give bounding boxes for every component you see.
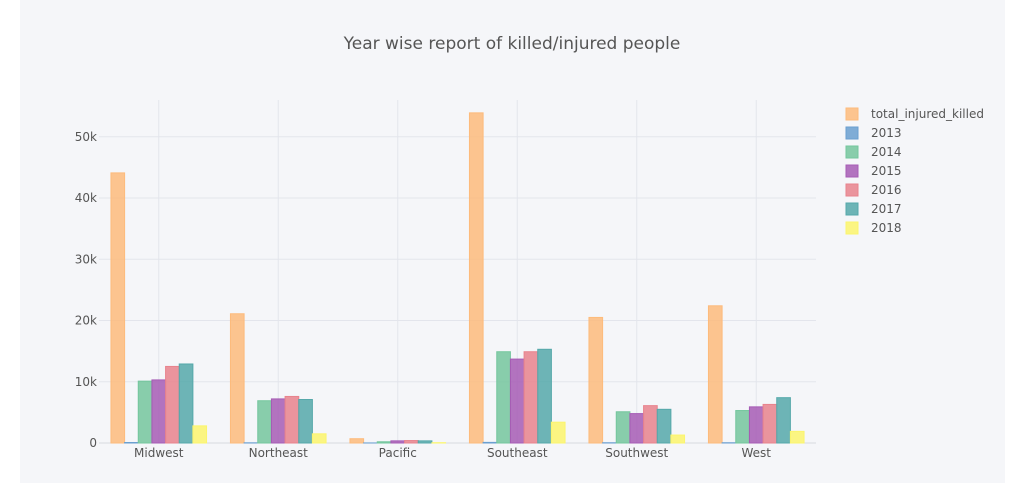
- y-tick-label: 40k: [75, 191, 97, 205]
- bar-2013-Southeast[interactable]: [483, 442, 497, 443]
- legend-label[interactable]: 2016: [871, 183, 902, 197]
- bar-2017-Northeast[interactable]: [299, 400, 313, 443]
- bar-2018-Northeast[interactable]: [312, 434, 326, 443]
- bar-2016-Northeast[interactable]: [285, 396, 299, 443]
- bar-2017-Southeast[interactable]: [538, 349, 552, 443]
- legend-label[interactable]: total_injured_killed: [871, 107, 984, 121]
- y-tick-label: 0: [89, 436, 97, 450]
- bar-2014-Southeast[interactable]: [497, 352, 511, 443]
- legend-swatch[interactable]: [846, 127, 858, 139]
- x-tick-label: Southeast: [487, 446, 548, 460]
- legend-label[interactable]: 2015: [871, 164, 902, 178]
- bar-2018-Midwest[interactable]: [193, 426, 207, 443]
- bar-2015-Midwest[interactable]: [152, 380, 166, 443]
- bar-chart: Year wise report of killed/injured peopl…: [20, 0, 1005, 483]
- x-tick-label: Southwest: [605, 446, 668, 460]
- legend-swatch[interactable]: [846, 222, 858, 234]
- bar-2018-Southwest[interactable]: [671, 435, 685, 443]
- bar-total_injured_killed-Southeast[interactable]: [469, 113, 483, 443]
- x-tick-label: Pacific: [379, 446, 417, 460]
- bar-2014-Southwest[interactable]: [616, 412, 630, 443]
- x-tick-label: Northeast: [249, 446, 309, 460]
- x-tick-label: Midwest: [134, 446, 184, 460]
- bar-2014-Midwest[interactable]: [138, 381, 152, 443]
- x-tick-label: West: [741, 446, 771, 460]
- bar-2015-Southwest[interactable]: [630, 414, 644, 443]
- y-tick-label: 20k: [75, 314, 97, 328]
- bar-2016-West[interactable]: [763, 404, 777, 443]
- chart-background: Year wise report of killed/injured peopl…: [20, 0, 1005, 483]
- legend-label[interactable]: 2014: [871, 145, 902, 159]
- bar-2015-Southeast[interactable]: [510, 359, 524, 443]
- bar-2014-Pacific[interactable]: [377, 442, 391, 443]
- chart-title: Year wise report of killed/injured peopl…: [343, 34, 681, 54]
- bar-total_injured_killed-Pacific[interactable]: [350, 439, 364, 443]
- legend-label[interactable]: 2013: [871, 126, 902, 140]
- legend-swatch[interactable]: [846, 184, 858, 196]
- bar-2015-West[interactable]: [749, 407, 763, 443]
- bar-2018-West[interactable]: [790, 431, 804, 443]
- bar-total_injured_killed-Midwest[interactable]: [111, 173, 125, 443]
- bar-2014-Northeast[interactable]: [258, 401, 272, 443]
- y-tick-label: 30k: [75, 252, 97, 266]
- bar-2017-Midwest[interactable]: [179, 364, 193, 443]
- bars: [111, 113, 804, 443]
- bar-total_injured_killed-Northeast[interactable]: [230, 314, 244, 443]
- x-axis-ticks: Midwest Northeast Pacific Southeast Southwes…: [134, 446, 771, 460]
- legend-swatch[interactable]: [846, 108, 858, 120]
- y-axis-ticks: 0 10k 20k 30k 40k 50k: [75, 130, 97, 450]
- bar-2014-West[interactable]: [736, 411, 750, 443]
- bar-2016-Southwest[interactable]: [644, 406, 658, 443]
- y-tick-label: 50k: [75, 130, 97, 144]
- legend-swatch[interactable]: [846, 165, 858, 177]
- bar-2016-Midwest[interactable]: [166, 366, 180, 443]
- legend-label[interactable]: 2017: [871, 202, 902, 216]
- bar-2017-West[interactable]: [777, 398, 791, 443]
- bar-2018-Southeast[interactable]: [551, 422, 565, 443]
- bar-2016-Pacific[interactable]: [405, 441, 419, 443]
- bar-total_injured_killed-Southwest[interactable]: [589, 317, 603, 443]
- legend-label[interactable]: 2018: [871, 221, 902, 235]
- legend[interactable]: total_injured_killed 2013 2014 2015 2016 2017…: [846, 107, 984, 235]
- bar-2015-Northeast[interactable]: [271, 399, 285, 443]
- bar-2015-Pacific[interactable]: [391, 441, 405, 443]
- legend-swatch[interactable]: [846, 203, 858, 215]
- bar-2016-Southeast[interactable]: [524, 352, 538, 443]
- bar-2017-Pacific[interactable]: [418, 441, 432, 443]
- legend-swatch[interactable]: [846, 146, 858, 158]
- bar-2017-Southwest[interactable]: [657, 409, 671, 443]
- bar-total_injured_killed-West[interactable]: [708, 306, 722, 443]
- y-tick-label: 10k: [75, 375, 97, 389]
